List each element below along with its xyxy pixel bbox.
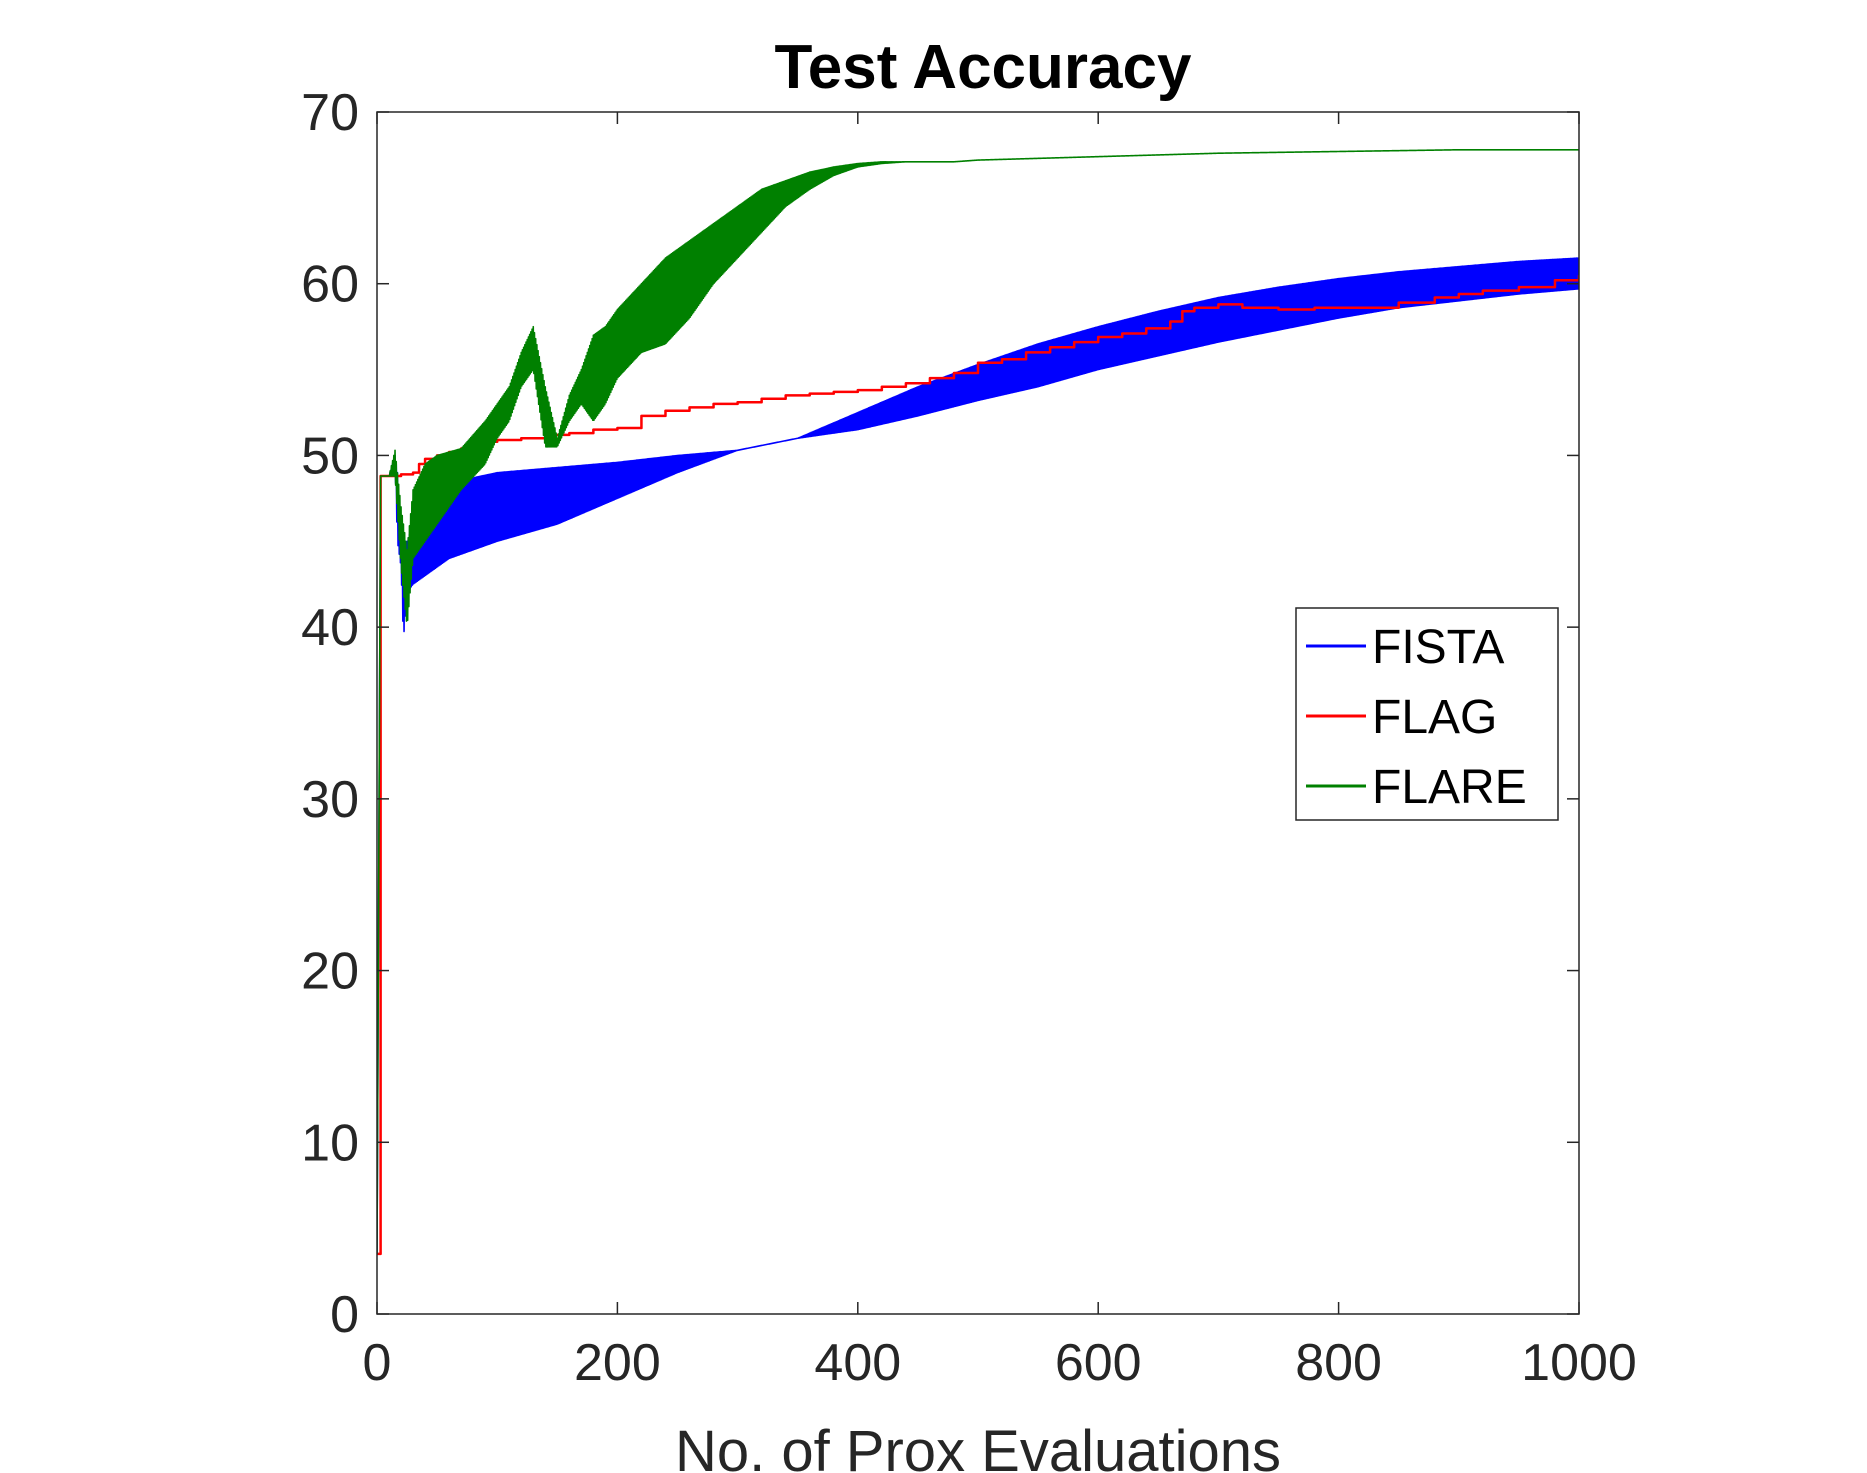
x-tick-label: 0 — [363, 1334, 392, 1392]
x-tick-label: 1000 — [1521, 1334, 1637, 1392]
legend-label-flare: FLARE — [1372, 761, 1527, 814]
y-tick-label: 10 — [301, 1114, 359, 1172]
x-tick-label: 600 — [1055, 1334, 1142, 1392]
legend-label-fista: FISTA — [1372, 621, 1504, 674]
y-tick-label: 70 — [301, 84, 359, 142]
plot-series-group — [377, 148, 1579, 1256]
y-tick-label: 0 — [330, 1286, 359, 1344]
y-tick-label: 40 — [301, 599, 359, 657]
plot-area-frame — [376, 111, 1580, 1315]
series-line-flare — [377, 148, 1579, 1254]
x-tick-label: 200 — [574, 1334, 661, 1392]
y-tick-label: 30 — [301, 771, 359, 829]
x-axis-label: No. of Prox Evaluations — [675, 1419, 1281, 1473]
y-tick-label: 20 — [301, 943, 359, 1001]
y-tick-label: 50 — [301, 427, 359, 485]
legend: FISTA FLAG FLARE — [1295, 607, 1559, 821]
y-tick-label: 60 — [301, 256, 359, 314]
x-tick-label: 400 — [814, 1334, 901, 1392]
chart-title: Test Accuracy — [775, 33, 1193, 102]
legend-label-flag: FLAG — [1372, 691, 1497, 744]
x-tick-label: 800 — [1295, 1334, 1382, 1392]
axis-ticks-group: 0 200 400 600 800 1000 0 10 20 30 40 50 60 70 — [301, 84, 1637, 1392]
